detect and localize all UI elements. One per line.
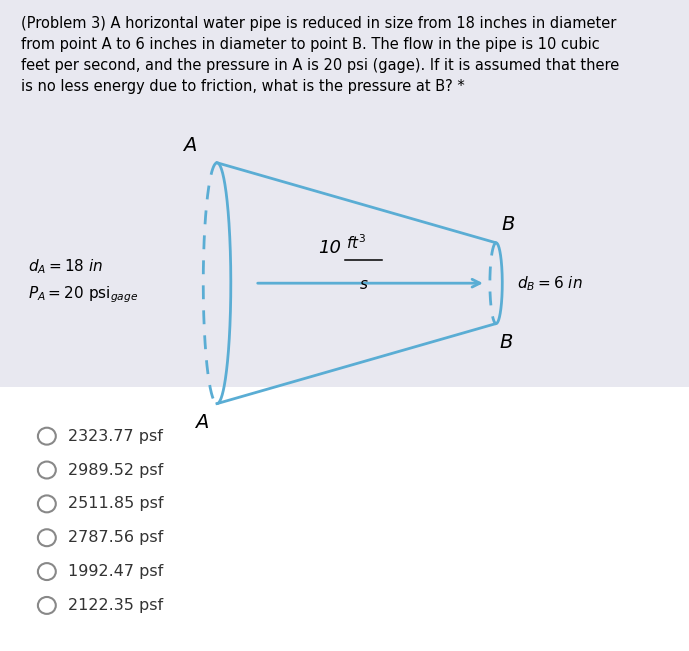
Bar [0,0,689,387]
Text: $B$: $B$ [500,333,513,352]
Text: 2787.56 psf: 2787.56 psf [68,530,163,546]
Text: $d_B = 6\ in$: $d_B = 6\ in$ [517,274,582,292]
Text: 2989.52 psf: 2989.52 psf [68,462,163,478]
Text: $ft^3$: $ft^3$ [346,233,367,252]
Text: 2323.77 psf: 2323.77 psf [68,428,163,444]
Text: $A$: $A$ [182,136,197,155]
Text: (Problem 3) A horizontal water pipe is reduced in size from 18 inches in diamete: (Problem 3) A horizontal water pipe is r… [21,16,619,94]
Text: $P_A = 20\ \mathrm{psi}_{gage}$: $P_A = 20\ \mathrm{psi}_{gage}$ [28,284,138,305]
Text: $s$: $s$ [359,277,368,292]
Text: 2511.85 psf: 2511.85 psf [68,496,164,512]
Text: $B$: $B$ [502,215,515,234]
Bar [0,387,689,651]
Text: $d_A = 18\ in$: $d_A = 18\ in$ [28,258,103,276]
Text: 2122.35 psf: 2122.35 psf [68,598,163,613]
Text: 1992.47 psf: 1992.47 psf [68,564,163,579]
Text: 10: 10 [318,239,341,257]
Text: $A$: $A$ [194,413,209,432]
